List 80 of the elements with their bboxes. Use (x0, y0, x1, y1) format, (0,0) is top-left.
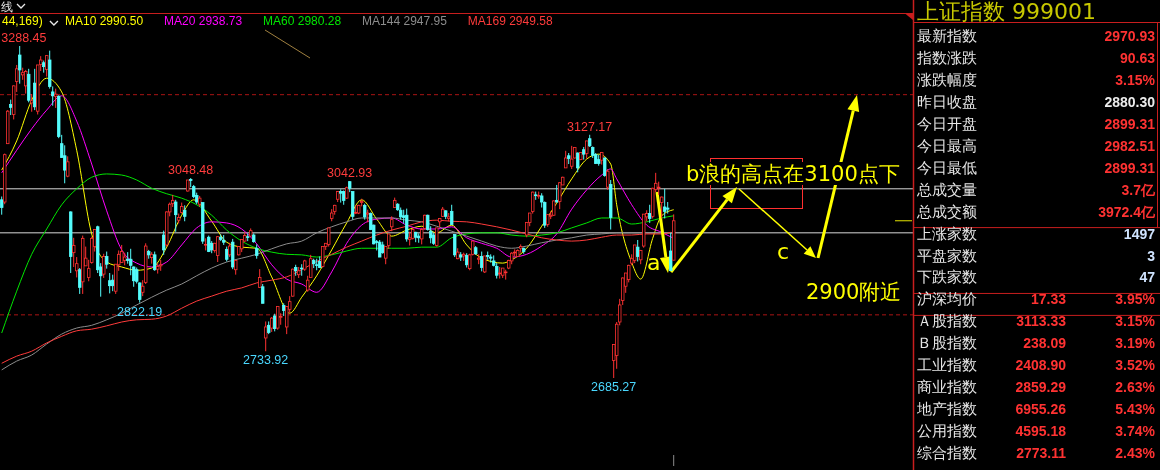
category-label: 今日最高 (917, 136, 977, 155)
text: b浪的高点在3100点下 (686, 162, 900, 186)
candlestick (0, 196, 4, 216)
text: 2900附近 (806, 280, 902, 304)
category-label: 综合指数 (917, 444, 977, 463)
candlestick (603, 156, 607, 178)
candlestick (669, 232, 673, 272)
candlestick (261, 283, 265, 304)
candlestick (54, 88, 58, 109)
candlestick (327, 227, 331, 248)
candlestick (606, 168, 610, 191)
data-label: 2899.31 (1104, 159, 1156, 176)
category-label: 上涨家数 (917, 224, 977, 243)
category-label: 公用指数 (917, 422, 977, 441)
data-label: 2.63% (1115, 379, 1156, 396)
legend-title: 44,169) (2, 14, 43, 28)
candlestick (660, 196, 664, 220)
candlestick (72, 237, 76, 268)
annotation: 2685.27 (591, 380, 637, 394)
annotation: 3042.93 (327, 166, 373, 181)
category-label: Ａ股指数 (917, 312, 977, 331)
candlestick (162, 230, 166, 256)
category-label: 今日开盘 (917, 114, 977, 133)
text: MA10 2990.50 (65, 14, 144, 28)
data-label: 47 (1139, 269, 1156, 286)
category-label: 平盘家数 (917, 246, 977, 265)
data-label: 3.52% (1115, 357, 1156, 374)
annotation: 3048.48 (168, 163, 214, 178)
category-label: 下跌家数 (917, 268, 977, 287)
data-label: 3.7亿 (1121, 181, 1156, 198)
data-label: 4595.18 (1015, 423, 1067, 440)
candlestick (636, 239, 640, 262)
annotation: 2733.92 (243, 353, 289, 368)
category-label: 指数涨跌 (916, 48, 977, 67)
data-label: 3972.4亿 (1098, 203, 1156, 220)
category-label: 涨跌幅度 (917, 70, 977, 89)
annotation: a (647, 250, 661, 275)
annotation: 3288.45 (1, 31, 47, 45)
data-label: 2880.30 (1104, 93, 1156, 110)
text: c (777, 239, 790, 264)
data-label: 3.74% (1115, 423, 1156, 440)
text: MA169 2949.58 (467, 14, 553, 28)
data-label: 17.33 (1030, 291, 1067, 308)
data-label: 2859.29 (1015, 379, 1067, 396)
text: MA144 2947.95 (362, 14, 448, 28)
category-label: Ｂ股指数 (917, 334, 977, 353)
data-label: 3 (1147, 247, 1156, 264)
category-label: 地产指数 (916, 400, 977, 419)
category-label: 昨日收盘 (917, 92, 977, 111)
data-label: 238.09 (1023, 335, 1067, 352)
annotation: 2822.19 (117, 304, 163, 319)
data-label: 3.95% (1115, 291, 1156, 308)
category-label: 总成交量 (916, 180, 977, 199)
data-label: 2899.31 (1104, 115, 1156, 132)
category-label: 最新指数 (917, 27, 977, 45)
text: 上证指数 999001 (917, 0, 1096, 24)
category-label: 工业指数 (917, 356, 977, 375)
data-label: 2408.90 (1015, 357, 1067, 374)
category-label: 商业指数 (917, 378, 977, 397)
category-label: 今日最低 (917, 158, 977, 177)
category-label: 沪深均价 (917, 290, 977, 309)
data-label: 2.43% (1115, 445, 1156, 462)
text: MA20 2938.73 (164, 14, 243, 28)
text: MA60 2980.28 (263, 14, 342, 28)
data-label: 1497 (1123, 225, 1156, 242)
data-label: 6955.26 (1015, 401, 1067, 418)
data-label: 2970.93 (1104, 28, 1156, 44)
data-label: 2982.51 (1104, 137, 1156, 154)
data-label: 90.63 (1119, 49, 1156, 66)
category-label: 总成交额 (916, 202, 977, 221)
annotation: 3127.17 (567, 119, 613, 134)
data-label: 3.19% (1115, 335, 1156, 352)
candlestick (258, 268, 262, 289)
data-label: 3.15% (1115, 71, 1156, 88)
candlestick (78, 267, 82, 295)
data-label: 3.15% (1115, 313, 1156, 330)
chart-title: 线 (1, 0, 13, 14)
data-label: 3113.33 (1016, 313, 1067, 330)
data-label: 2773.11 (1016, 445, 1067, 462)
data-label: 5.43% (1115, 401, 1156, 418)
